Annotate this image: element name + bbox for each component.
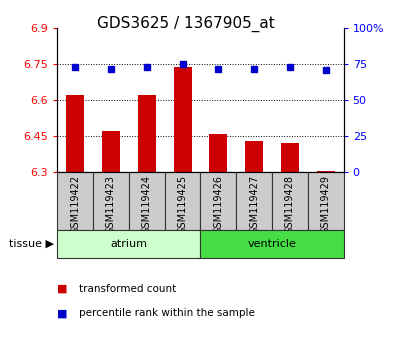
Bar xyxy=(245,141,263,172)
Bar xyxy=(236,172,272,230)
Bar xyxy=(129,172,165,230)
Bar xyxy=(308,172,344,230)
Text: GSM119428: GSM119428 xyxy=(285,175,295,234)
Bar xyxy=(209,134,227,172)
Text: ventricle: ventricle xyxy=(248,239,297,249)
Bar xyxy=(317,171,335,172)
Bar xyxy=(201,172,236,230)
Bar xyxy=(102,131,120,172)
Text: ■: ■ xyxy=(57,284,68,293)
Text: percentile rank within the sample: percentile rank within the sample xyxy=(79,308,255,318)
Bar xyxy=(66,96,84,172)
Text: GSM119423: GSM119423 xyxy=(106,175,116,234)
Text: tissue ▶: tissue ▶ xyxy=(9,239,54,249)
Text: GSM119422: GSM119422 xyxy=(70,175,80,234)
Bar xyxy=(93,172,129,230)
Bar xyxy=(281,143,299,172)
Bar xyxy=(138,96,156,172)
Text: GSM119427: GSM119427 xyxy=(249,175,259,234)
Text: atrium: atrium xyxy=(110,239,147,249)
Text: transformed count: transformed count xyxy=(79,284,176,293)
Bar xyxy=(272,172,308,230)
Bar xyxy=(57,172,93,230)
Bar xyxy=(174,67,192,172)
Text: ■: ■ xyxy=(57,308,68,318)
Text: GSM119424: GSM119424 xyxy=(142,175,152,234)
Text: GDS3625 / 1367905_at: GDS3625 / 1367905_at xyxy=(97,16,275,32)
Bar xyxy=(201,230,344,258)
Text: GSM119425: GSM119425 xyxy=(178,175,188,234)
Text: GSM119426: GSM119426 xyxy=(213,175,223,234)
Bar xyxy=(165,172,201,230)
Text: GSM119429: GSM119429 xyxy=(321,175,331,234)
Bar xyxy=(57,230,201,258)
